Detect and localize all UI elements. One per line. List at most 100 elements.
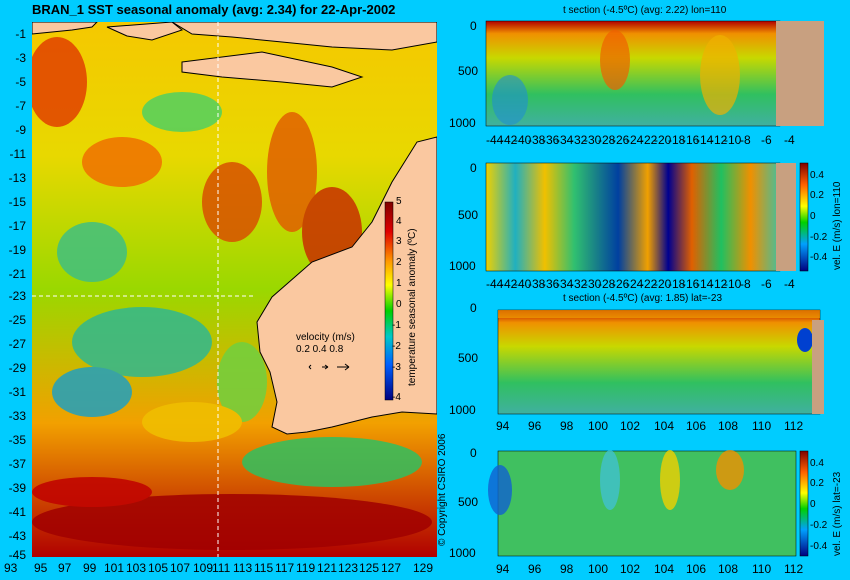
panel-2-xtick: -22 <box>640 277 658 291</box>
map-ytick: -33 <box>8 409 26 423</box>
panel-4-xtick: 100 <box>588 562 609 576</box>
panel-4-xtick: 98 <box>560 562 574 576</box>
map-ytick: -5 <box>15 75 26 89</box>
panel-1-xtick: -4 <box>784 133 795 147</box>
panel-1-ytick: 0 <box>470 19 477 33</box>
panel-3-xtick: 102 <box>620 419 641 433</box>
map-colorbar-label: temperature seasonal anomaly (ºC) <box>407 228 418 386</box>
panel-4-cbar-label: vel. E (m/s) lat=-23 <box>832 471 843 556</box>
panel-4-xtick: 108 <box>718 562 739 576</box>
panel-4-xtick: 94 <box>496 562 510 576</box>
panel-2-colorbar <box>799 162 809 272</box>
panel-2-cbar-tick: -0.4 <box>810 252 828 263</box>
map-ytick: -45 <box>8 548 26 562</box>
colorbar-tick: -3 <box>392 362 401 373</box>
panel-2-plot <box>485 162 781 272</box>
colorbar-tick: 5 <box>396 196 402 207</box>
panel-2-xtick: -36 <box>542 277 560 291</box>
panel-1-xtick: -10 <box>724 133 742 147</box>
panel-2-ytick: 500 <box>458 208 479 222</box>
map-xtick: 107 <box>170 561 191 575</box>
map-xtick: 95 <box>34 561 48 575</box>
map-title: BRAN_1 SST seasonal anomaly (avg: 2.34) … <box>32 2 396 17</box>
map-ytick: -3 <box>15 51 26 65</box>
panel-4-xtick: 104 <box>654 562 675 576</box>
panel-1-xtick: -8 <box>740 133 751 147</box>
map-ytick: -29 <box>8 361 26 375</box>
map-xtick: 111 <box>212 561 231 575</box>
map-xtick: 115 <box>254 561 274 575</box>
map-y-axis: -1 -3 -5 -7 -9 -11 -13 -15 -17 -19 -21 -… <box>0 22 30 562</box>
panel-4-xtick: 96 <box>528 562 542 576</box>
map-ytick: -27 <box>8 337 26 351</box>
panel-3-xtick: 96 <box>528 419 542 433</box>
panel-2-xtick: -26 <box>612 277 630 291</box>
panel-3-xtick: 106 <box>686 419 707 433</box>
panel-2-cbar-tick: 0 <box>810 211 816 222</box>
panel-4-cbar-tick: 0 <box>810 499 816 510</box>
landmass-sumatra-java <box>32 22 98 35</box>
panel-1-xtick: -32 <box>570 133 588 147</box>
panel-1-xtick: -24 <box>626 133 644 147</box>
panel-1-xtick: -38 <box>528 133 546 147</box>
panel-1-ytick: 500 <box>458 64 479 78</box>
panel-4-xtick: 106 <box>686 562 707 576</box>
map-xtick: 103 <box>126 561 147 575</box>
panel-2-cbar-tick: 0.4 <box>810 170 824 181</box>
panel-2-xtick: -42 <box>500 277 518 291</box>
landmass-java <box>106 22 184 41</box>
map-ytick: -31 <box>8 385 26 399</box>
panel-3-xtick: 100 <box>588 419 609 433</box>
panel-4-ytick: 1000 <box>449 546 476 560</box>
panel-4-cbar-tick: 0.4 <box>810 458 824 469</box>
panel-2-xtick: -14 <box>696 277 714 291</box>
sst-anomaly-map <box>32 22 437 557</box>
landmass-timor-islands <box>181 51 364 88</box>
panel-3-land <box>812 320 824 414</box>
colorbar-tick: -2 <box>392 341 401 352</box>
panel-2-xtick: -8 <box>740 277 751 291</box>
panel-1-xtick: -6 <box>761 133 772 147</box>
map-ytick: -15 <box>8 195 26 209</box>
panel-2-xtick: -28 <box>598 277 616 291</box>
panel-2-xtick: -38 <box>528 277 546 291</box>
panel-4-colorbar <box>799 450 809 557</box>
panel-3-plot <box>497 309 821 415</box>
map-xtick: 101 <box>104 561 125 575</box>
map-ytick: -41 <box>8 505 26 519</box>
panel-2-ytick: 0 <box>470 161 477 175</box>
colorbar-tick: 4 <box>396 216 402 227</box>
panel-1-xtick: -44 <box>486 133 504 147</box>
panel-1-xtick: -42 <box>500 133 518 147</box>
map-xtick: 109 <box>193 561 214 575</box>
panel-2-xtick: -40 <box>514 277 532 291</box>
map-x-axis: 93 95 97 99 101 103 105 107 109 111 113 … <box>0 561 440 577</box>
panel-1-land <box>776 21 824 126</box>
map-xtick: 129 <box>413 561 434 575</box>
map-ytick: -37 <box>8 457 26 471</box>
panel-3-ytick: 500 <box>458 351 479 365</box>
colorbar-tick: 2 <box>396 257 402 268</box>
colorbar-tick: 3 <box>396 236 402 247</box>
map-ytick: -11 <box>9 147 26 161</box>
panel-3-ytick: 0 <box>470 301 477 315</box>
landmass-indonesia <box>171 22 437 51</box>
map-xtick: 127 <box>381 561 402 575</box>
panel-2-xtick: -6 <box>761 277 772 291</box>
map-xtick: 125 <box>359 561 380 575</box>
velocity-scale-values: 0.2 0.4 0.8 <box>296 344 344 355</box>
panel-2-xtick: -32 <box>570 277 588 291</box>
panel-2-xtick: -4 <box>784 277 795 291</box>
panel-2-xtick: -12 <box>710 277 728 291</box>
panel-1-xtick: -40 <box>514 133 532 147</box>
anomaly-patches <box>32 37 432 550</box>
panel-1-x-axis: -44 -42 -40 -38 -36 -34 -32 -30 -28 -26 … <box>486 133 826 149</box>
panel-2-xtick: -34 <box>556 277 574 291</box>
panel-1-xtick: -36 <box>542 133 560 147</box>
panel-3-x-axis: 94 96 98 100 102 104 106 108 110 112 <box>496 419 826 435</box>
map-ytick: -13 <box>8 171 26 185</box>
panel-2-xtick: -18 <box>668 277 686 291</box>
map-ytick: -19 <box>8 243 26 257</box>
map-xtick: 117 <box>275 561 295 575</box>
map-ytick: -35 <box>8 433 26 447</box>
